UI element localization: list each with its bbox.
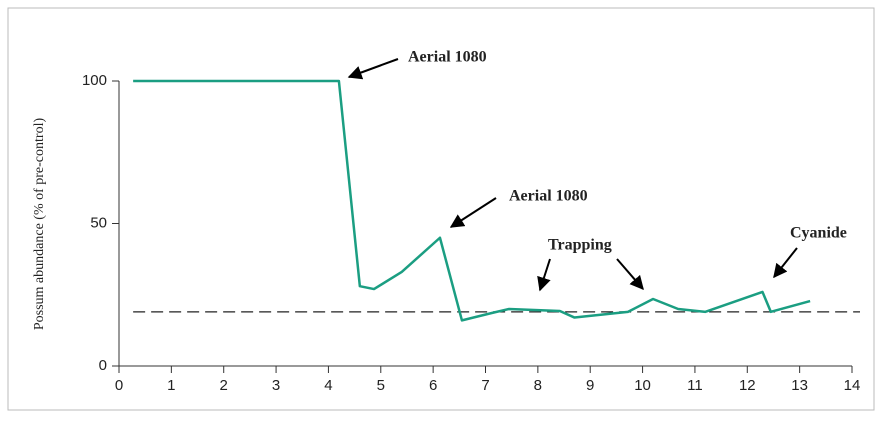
x-tick-label: 9 bbox=[586, 377, 594, 394]
y-tick-label: 100 bbox=[82, 72, 107, 89]
frame bbox=[7, 7, 875, 411]
x-tick-label: 0 bbox=[115, 377, 123, 394]
x-tick-label: 2 bbox=[220, 377, 228, 394]
y-axis-label: Possum abundance (% of pre-control) bbox=[32, 118, 47, 331]
annotation: Trapping bbox=[548, 237, 612, 254]
x-tick-label: 11 bbox=[687, 377, 703, 394]
x-tick-label: 6 bbox=[429, 377, 437, 394]
x-tick-label: 4 bbox=[324, 377, 332, 394]
annotation-arrow bbox=[773, 247, 798, 279]
x-tick-label: 7 bbox=[481, 377, 489, 394]
annotation: Cyanide bbox=[790, 225, 847, 242]
x-tick-label: 13 bbox=[791, 377, 808, 394]
x-tick-label: 10 bbox=[634, 377, 651, 394]
data-line bbox=[133, 79, 811, 322]
annotation-arrow bbox=[347, 58, 399, 80]
annotation: Aerial 1080 bbox=[408, 49, 487, 66]
x-tick-label: 5 bbox=[377, 377, 385, 394]
x-tick-label: 1 bbox=[167, 377, 175, 394]
annotation-arrow bbox=[449, 197, 497, 228]
y-tick-label: 0 bbox=[99, 357, 107, 374]
annotation-arrow bbox=[537, 258, 551, 292]
x-tick-label: 12 bbox=[739, 377, 756, 394]
annotation: Aerial 1080 bbox=[509, 188, 588, 205]
y-tick-label: 50 bbox=[90, 214, 107, 231]
x-tick-label: 14 bbox=[844, 377, 861, 394]
annotation-arrow bbox=[616, 258, 644, 291]
x-tick-label: 3 bbox=[272, 377, 280, 394]
x-tick-label: 8 bbox=[534, 377, 542, 394]
